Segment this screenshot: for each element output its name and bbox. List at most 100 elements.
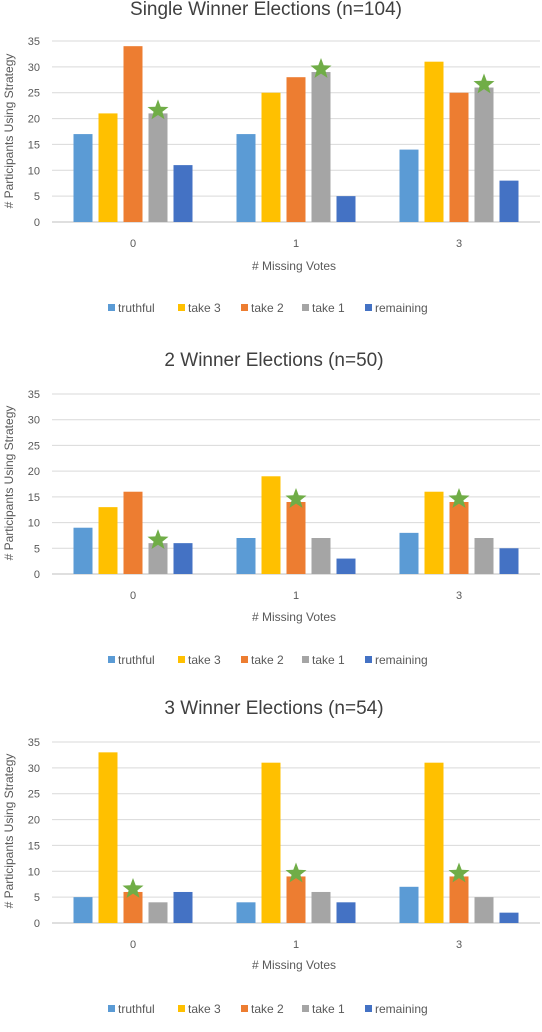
legend-swatch xyxy=(241,656,248,663)
legend-label: take 3 xyxy=(188,653,221,667)
bar-truthful xyxy=(73,134,93,222)
y-tick-label: 25 xyxy=(28,789,40,801)
x-axis-label: # Missing Votes xyxy=(252,610,336,624)
y-tick-label: 25 xyxy=(28,440,40,452)
y-tick-label: 35 xyxy=(28,389,40,401)
legend-label: take 3 xyxy=(188,301,221,315)
chart-title: 2 Winner Elections (n=50) xyxy=(164,350,383,371)
x-tick-label: 0 xyxy=(130,590,136,602)
bar-take-1 xyxy=(311,891,331,923)
x-tick-label: 0 xyxy=(130,238,136,250)
legend-swatch xyxy=(178,656,185,663)
y-tick-label: 5 xyxy=(34,543,40,555)
bar-remaining xyxy=(173,165,193,222)
y-tick-label: 15 xyxy=(28,139,40,151)
bar-take-2 xyxy=(286,876,306,923)
legend-swatch xyxy=(241,304,248,311)
bar-truthful xyxy=(236,134,256,222)
legend-swatch xyxy=(302,656,309,663)
bar-take-2 xyxy=(449,92,469,222)
bar-take-3 xyxy=(261,762,281,923)
y-tick-label: 5 xyxy=(34,892,40,904)
chart-svg-2-winner: 2 Winner Elections (n=50) 05101520253035… xyxy=(2,350,540,667)
star-icon xyxy=(448,862,470,883)
legend-label: truthful xyxy=(118,301,155,315)
star-icon xyxy=(448,488,470,508)
bar-take-3 xyxy=(98,113,118,222)
star-icon xyxy=(285,488,307,508)
bar-take-3 xyxy=(98,752,118,923)
legend-swatch xyxy=(365,1005,372,1012)
bar-take-3 xyxy=(261,476,281,574)
x-tick-label: 1 xyxy=(293,590,299,602)
bar-truthful xyxy=(399,886,419,923)
bar-truthful xyxy=(399,532,419,574)
bar-take-2 xyxy=(449,502,469,574)
bar-take-1 xyxy=(148,113,168,222)
x-tick-label: 3 xyxy=(456,238,462,250)
legend-swatch xyxy=(178,1005,185,1012)
legend-swatch xyxy=(108,304,115,311)
legend-label: take 1 xyxy=(312,653,345,667)
bar-take-2 xyxy=(449,876,469,923)
chart-title: 3 Winner Elections (n=54) xyxy=(164,698,383,719)
y-tick-label: 30 xyxy=(28,415,40,427)
legend-swatch xyxy=(108,1005,115,1012)
chart-panel-single-winner: Single Winner Elections (n=104) 0 5 10 15 20… xyxy=(0,0,542,340)
y-tick-label: 20 xyxy=(28,815,40,827)
legend-label: take 3 xyxy=(188,1002,221,1016)
bar-take-1 xyxy=(474,538,494,574)
y-tick-label: 35 xyxy=(28,737,40,749)
y-tick-label: 30 xyxy=(28,62,40,74)
bar-truthful xyxy=(236,538,256,574)
x-tick-label: 1 xyxy=(293,939,299,951)
bar-truthful xyxy=(236,902,256,923)
legend-label: truthful xyxy=(118,1002,155,1016)
y-axis-label: # Participants Using Strategy xyxy=(2,754,16,909)
legend-label: take 1 xyxy=(312,301,345,315)
legend-swatch xyxy=(365,304,372,311)
x-tick-label: 0 xyxy=(130,939,136,951)
bar-take-1 xyxy=(311,72,331,223)
y-tick-label: 15 xyxy=(28,492,40,504)
star-icon xyxy=(310,58,332,78)
bar-remaining xyxy=(336,558,356,574)
legend-swatch xyxy=(241,1005,248,1012)
legend-label: take 2 xyxy=(251,1002,284,1016)
y-tick-label: 15 xyxy=(28,840,40,852)
legend-label: remaining xyxy=(375,1002,428,1016)
y-tick-label: 0 xyxy=(34,569,40,581)
bar-remaining xyxy=(499,548,519,574)
bar-take-2 xyxy=(286,77,306,222)
legend-swatch xyxy=(302,304,309,311)
y-tick-label: 20 xyxy=(28,466,40,478)
bar-take-3 xyxy=(261,92,281,222)
chart-svg-single-winner: Single Winner Elections (n=104) 05101520… xyxy=(2,0,540,315)
bar-take-2 xyxy=(123,491,143,574)
star-icon xyxy=(147,529,169,549)
legend-label: take 1 xyxy=(312,1002,345,1016)
x-axis-label: # Missing Votes xyxy=(252,958,336,972)
chart-panel-3-winner: 3 Winner Elections (n=54) 0 5 10 15 20 25 30 35… xyxy=(0,692,542,1032)
y-tick-label: 10 xyxy=(28,866,40,878)
bar-remaining xyxy=(499,912,519,923)
y-tick-label: 25 xyxy=(28,88,40,100)
star-icon xyxy=(122,878,144,898)
legend-swatch xyxy=(178,304,185,311)
star-icon xyxy=(285,862,307,883)
bar-take-3 xyxy=(98,507,118,574)
legend-swatch xyxy=(302,1005,309,1012)
y-tick-label: 10 xyxy=(28,518,40,530)
bar-take-1 xyxy=(474,897,494,923)
bar-take-3 xyxy=(424,762,444,923)
y-tick-label: 10 xyxy=(28,165,40,177)
bar-take-1 xyxy=(148,543,168,574)
legend-label: truthful xyxy=(118,653,155,667)
legend-label: remaining xyxy=(375,653,428,667)
y-tick-label: 35 xyxy=(28,36,40,48)
legend-label: take 2 xyxy=(251,301,284,315)
x-tick-label: 3 xyxy=(456,590,462,602)
x-tick-label: 3 xyxy=(456,939,462,951)
y-tick-label: 0 xyxy=(34,918,40,930)
bar-take-2 xyxy=(123,46,143,222)
